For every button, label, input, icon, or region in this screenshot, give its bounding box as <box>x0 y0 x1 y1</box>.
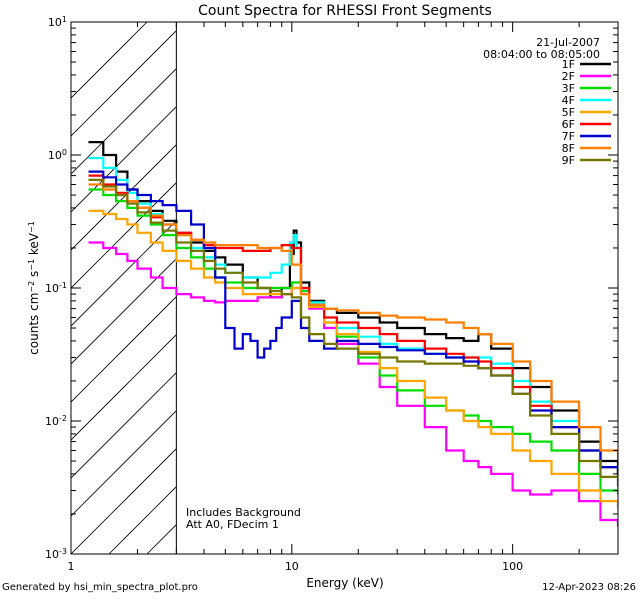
annotation-attenuator: Att A0, FDecim 1 <box>186 518 279 531</box>
legend-label: 8F <box>562 142 575 155</box>
time-range-label: 08:04:00 to 08:05:00 <box>483 48 600 61</box>
hatch-line <box>71 220 177 327</box>
y-axis-label: counts cm−2 s−1 keV−1 <box>27 221 42 355</box>
x-tick-label: 100 <box>502 560 523 573</box>
legend-label: 9F <box>562 154 575 167</box>
y-tick-label: 10-3 <box>45 547 67 562</box>
series-1F <box>88 141 618 474</box>
series-4F <box>88 156 618 482</box>
y-axis-ticks: 10-3 10-2 10-1 100 101 <box>45 15 618 562</box>
series-9F <box>88 178 618 487</box>
hatch-line <box>71 106 177 213</box>
date-label: 21-Jul-2007 <box>536 36 600 49</box>
hatch-line <box>71 68 177 175</box>
annotation-background: Includes Background <box>186 506 301 519</box>
y-tick-label: 10-2 <box>45 414 67 429</box>
hatch-line <box>71 372 177 479</box>
hatch-line <box>71 410 177 517</box>
y-tick-label: 10-1 <box>45 281 67 296</box>
legend-label: 7F <box>562 130 575 143</box>
footer-timestamp: 12-Apr-2023 08:26 <box>542 582 636 593</box>
shaded-region <box>71 22 177 554</box>
y-tick-label: 101 <box>48 15 67 30</box>
chart-title: Count Spectra for RHESSI Front Segments <box>198 3 492 19</box>
series-5F <box>88 209 618 509</box>
series-8F <box>88 183 618 461</box>
series-group <box>88 141 618 527</box>
legend-label: 5F <box>562 106 575 119</box>
hatch-line <box>71 448 177 554</box>
legend-label: 1F <box>562 58 575 71</box>
legend-label: 6F <box>562 118 575 131</box>
series-2F <box>88 241 618 527</box>
legend-label: 3F <box>562 82 575 95</box>
x-axis-label: Energy (keV) <box>306 576 383 590</box>
footer-generator: Generated by hsi_min_spectra_plot.pro <box>2 582 198 593</box>
x-tick-label: 10 <box>285 560 299 573</box>
x-axis-ticks: 1 10 100 <box>68 22 619 573</box>
hatch-line <box>71 258 177 365</box>
hatch-line <box>71 30 177 137</box>
y-tick-label: 100 <box>48 148 67 163</box>
plot-frame <box>70 21 619 555</box>
legend-label: 4F <box>562 94 575 107</box>
legend-label: 2F <box>562 70 575 83</box>
x-tick-label: 1 <box>68 560 75 573</box>
